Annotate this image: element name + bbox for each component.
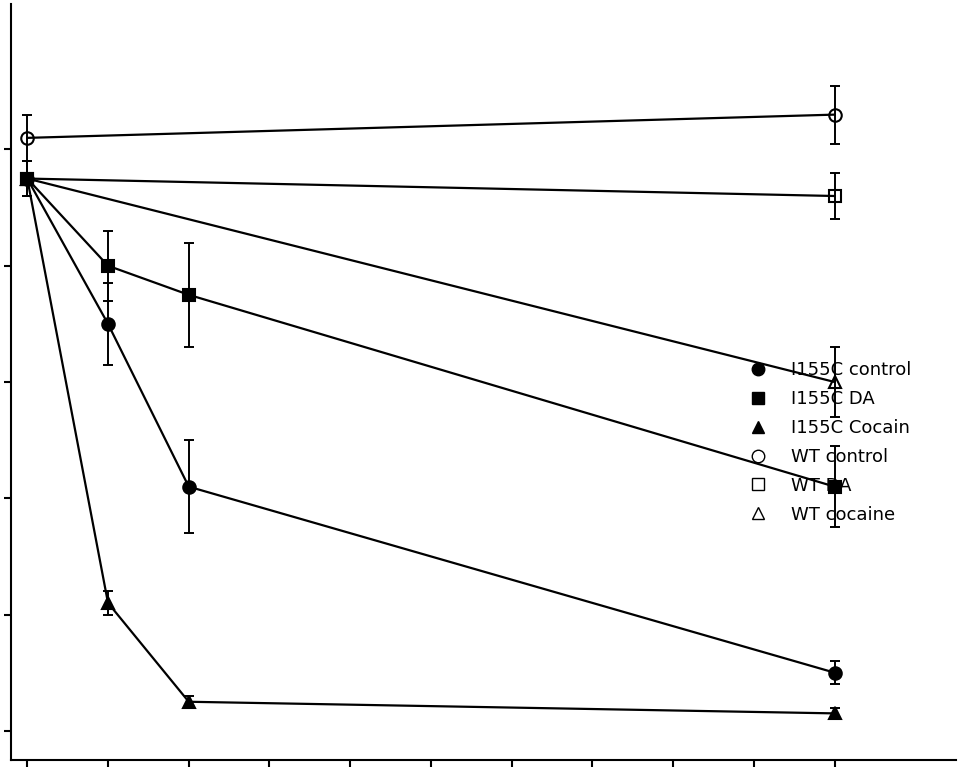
Legend: I155C control, I155C DA, I155C Cocain, WT control, WT DA, WT cocaine: I155C control, I155C DA, I155C Cocain, W…: [733, 354, 919, 530]
